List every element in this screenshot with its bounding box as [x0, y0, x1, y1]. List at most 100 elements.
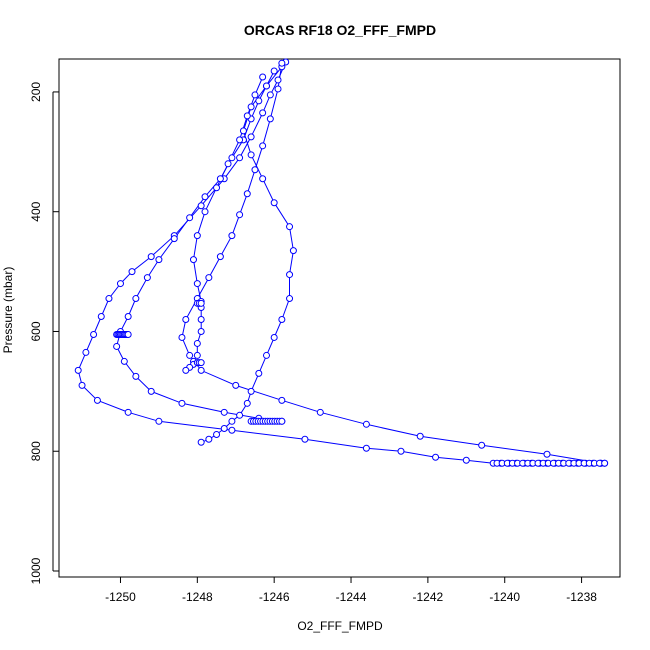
data-point — [432, 453, 440, 461]
data-point — [236, 211, 244, 219]
data-point — [397, 447, 405, 455]
data-point — [113, 342, 121, 350]
data-point — [216, 175, 224, 183]
data-point — [105, 295, 113, 303]
data-point — [74, 366, 82, 374]
data-point — [601, 459, 609, 467]
data-point — [201, 193, 209, 201]
data-point — [262, 82, 270, 90]
data-point — [193, 339, 201, 347]
data-point — [132, 372, 140, 380]
data-point — [274, 85, 282, 93]
data-point — [316, 408, 324, 416]
data-point — [90, 330, 98, 338]
data-point — [186, 351, 194, 359]
data-point — [286, 223, 294, 231]
data-point — [197, 366, 205, 374]
data-point — [82, 348, 90, 356]
data-point — [186, 214, 194, 222]
x-tick-label: -1248 — [182, 590, 213, 604]
data-point — [236, 136, 244, 144]
data-point — [262, 351, 270, 359]
data-point — [278, 417, 286, 425]
data-point — [228, 426, 236, 434]
y-axis: 200 400 600 800 1000 — [29, 82, 59, 584]
data-point — [239, 127, 247, 135]
data-point — [289, 247, 297, 255]
data-point — [255, 369, 263, 377]
x-axis: -1250 -1248 -1246 -1244 -1242 -1240 -1238 — [105, 576, 597, 604]
data-point — [243, 190, 251, 198]
data-point — [213, 430, 221, 438]
data-point — [182, 315, 190, 323]
data-point — [216, 253, 224, 261]
data-point — [178, 399, 186, 407]
data-point — [251, 91, 259, 99]
data-point — [243, 399, 251, 407]
data-point — [247, 133, 255, 141]
data-point — [259, 73, 267, 81]
data-point — [116, 280, 124, 288]
data-point — [193, 232, 201, 240]
y-tick-label: 600 — [29, 321, 43, 341]
x-tick-label: -1246 — [259, 590, 290, 604]
data-point — [274, 76, 282, 84]
x-tick-label: -1250 — [105, 590, 136, 604]
data-point — [193, 351, 201, 359]
data-point — [247, 387, 255, 395]
data-point — [259, 142, 267, 150]
x-tick-label: -1238 — [566, 590, 597, 604]
y-axis-label: Pressure (mbar) — [1, 267, 15, 354]
y-tick-label: 1000 — [29, 557, 43, 584]
data-point — [278, 59, 286, 67]
data-point — [266, 115, 274, 123]
data-points-layer — [74, 58, 609, 467]
data-point — [270, 199, 278, 207]
data-point — [247, 151, 255, 159]
data-point — [132, 295, 140, 303]
data-point — [416, 432, 424, 440]
data-point — [259, 175, 267, 183]
data-point — [270, 67, 278, 75]
data-point — [228, 232, 236, 240]
data-point — [143, 274, 151, 282]
data-point — [155, 256, 163, 264]
data-point — [201, 208, 209, 216]
data-point — [251, 166, 259, 174]
data-point — [362, 444, 370, 452]
x-tick-label: -1242 — [413, 590, 444, 604]
data-point — [205, 435, 213, 443]
data-point — [178, 333, 186, 341]
data-point — [205, 274, 213, 282]
data-point — [478, 441, 486, 449]
data-point — [182, 366, 190, 374]
data-point — [197, 315, 205, 323]
data-point — [147, 387, 155, 395]
data-point — [243, 112, 251, 120]
data-point — [197, 327, 205, 335]
data-point — [259, 109, 267, 117]
data-point — [220, 408, 228, 416]
data-point — [213, 184, 221, 192]
data-point — [193, 280, 201, 288]
data-point — [78, 381, 86, 389]
data-point — [270, 333, 278, 341]
x-tick-label: -1240 — [489, 590, 520, 604]
data-point — [93, 396, 101, 404]
data-point — [197, 438, 205, 446]
data-point — [124, 408, 132, 416]
y-tick-label: 400 — [29, 201, 43, 221]
data-point — [543, 450, 551, 458]
chart-title: ORCAS RF18 O2_FFF_FMPD — [244, 22, 436, 38]
data-point — [220, 424, 228, 432]
data-point — [155, 417, 163, 425]
x-axis-label: O2_FFF_FMPD — [297, 619, 383, 633]
data-point — [278, 396, 286, 404]
data-point — [236, 411, 244, 419]
data-point — [301, 435, 309, 443]
data-point — [128, 268, 136, 276]
data-point — [147, 253, 155, 261]
data-point — [236, 154, 244, 162]
